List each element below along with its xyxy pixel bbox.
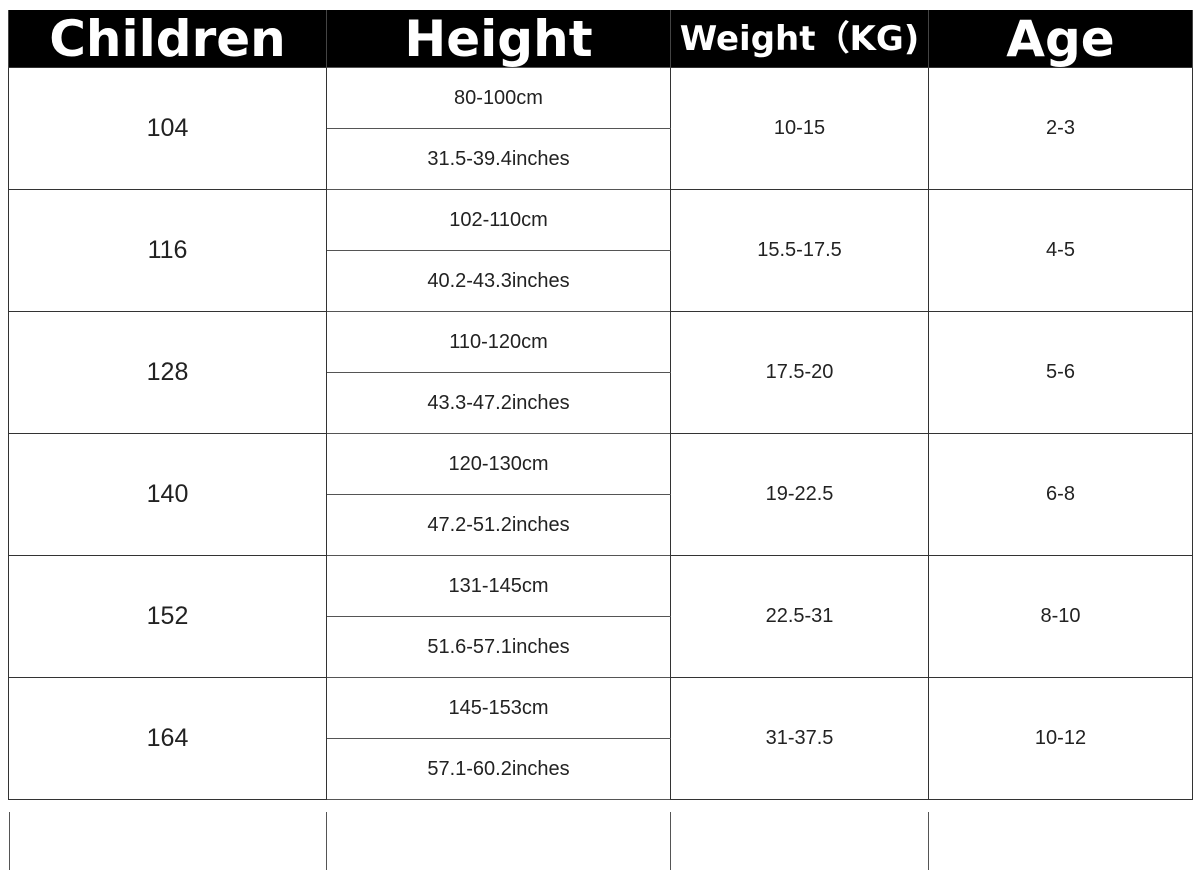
divider [326,812,327,870]
header-weight: Weight（KG) [670,10,929,68]
divider [9,812,10,870]
age-cell: 5-6 [928,311,1193,434]
height-inches-cell: 43.3-47.2inches [326,372,671,434]
divider [670,812,671,870]
weight-cell: 22.5-31 [670,555,929,678]
header-age: Age [928,10,1193,68]
age-cell: 6-8 [928,433,1193,556]
header-height: Height [326,10,671,68]
height-cm-cell: 102-110cm [326,189,671,251]
header-children: Children [8,10,327,68]
height-inches-cell: 47.2-51.2inches [326,494,671,556]
table-row: 140 120-130cm 19-22.5 6-8 [8,433,1193,556]
height-cm-cell: 120-130cm [326,433,671,495]
height-cm-cell: 80-100cm [326,67,671,129]
weight-cell: 17.5-20 [670,311,929,434]
height-cm-cell: 110-120cm [326,311,671,373]
table-subrow: 31.5-39.4inches [9,128,1193,190]
weight-cell: 15.5-17.5 [670,189,929,312]
table-row: 152 131-145cm 22.5-31 8-10 [8,555,1193,678]
table-subrow: 47.2-51.2inches [9,494,1193,556]
size-cell: 116 [8,189,327,312]
age-cell: 10-12 [928,677,1193,800]
height-inches-cell: 31.5-39.4inches [326,128,671,190]
size-cell: 140 [8,433,327,556]
height-inches-cell: 40.2-43.3inches [326,250,671,312]
height-cm-cell: 131-145cm [326,555,671,617]
size-chart-table: Children Height Weight（KG) Age 104 80-10… [8,10,1193,800]
table-row: 164 145-153cm 31-37.5 10-12 [8,677,1193,800]
table-subrow: 51.6-57.1inches [9,616,1193,678]
size-cell: 152 [8,555,327,678]
age-cell: 8-10 [928,555,1193,678]
table-subrow: 40.2-43.3inches [9,250,1193,312]
age-cell: 2-3 [928,67,1193,190]
height-cm-cell: 145-153cm [326,677,671,739]
header-row: Children Height Weight（KG) Age [8,10,1193,68]
table-subrow: 57.1-60.2inches [9,738,1193,800]
weight-cell: 31-37.5 [670,677,929,800]
height-inches-cell: 51.6-57.1inches [326,616,671,678]
table-row: 116 102-110cm 15.5-17.5 4-5 [8,189,1193,312]
age-cell: 4-5 [928,189,1193,312]
weight-cell: 10-15 [670,67,929,190]
weight-cell: 19-22.5 [670,433,929,556]
size-cell: 164 [8,677,327,800]
height-inches-cell: 57.1-60.2inches [326,738,671,800]
size-cell: 104 [8,67,327,190]
divider [928,812,929,870]
table-row: 104 80-100cm 10-15 2-3 [8,67,1193,190]
table-row: 128 110-120cm 17.5-20 5-6 [8,311,1193,434]
size-cell: 128 [8,311,327,434]
